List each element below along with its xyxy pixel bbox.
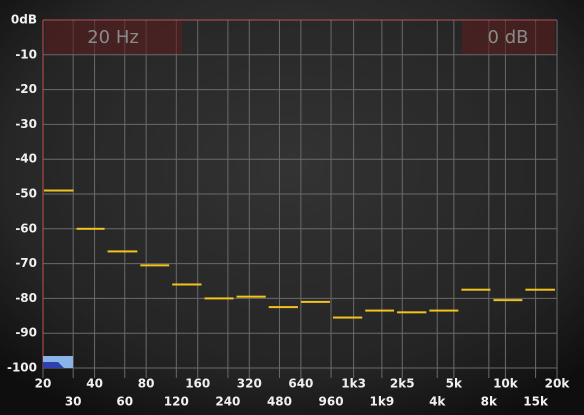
x-tick-label: 60 xyxy=(116,395,133,409)
x-tick-label: 960 xyxy=(319,395,344,409)
x-tick-label: 15k xyxy=(523,395,549,409)
x-tick-label: 240 xyxy=(215,395,240,409)
x-tick-label: 10k xyxy=(493,377,519,391)
level-bar xyxy=(140,264,170,267)
readout-box xyxy=(45,21,182,54)
level-bar xyxy=(429,309,459,312)
x-tick-label: 20k xyxy=(545,377,571,391)
x-tick-label: 40 xyxy=(86,377,103,391)
y-tick-label: -30 xyxy=(15,117,37,131)
x-tick-label: 20 xyxy=(35,377,52,391)
level-bar xyxy=(461,288,491,291)
y-tick-label: -50 xyxy=(15,187,37,201)
x-tick-label: 30 xyxy=(65,395,82,409)
x-tick-label: 2k5 xyxy=(390,377,415,391)
x-tick-label: 8k xyxy=(481,395,498,409)
x-tick-label: 320 xyxy=(237,377,262,391)
level-readout: 0 dB xyxy=(488,27,529,48)
x-tick-label: 480 xyxy=(267,395,292,409)
level-bar xyxy=(397,311,427,314)
x-tick-label: 160 xyxy=(185,377,210,391)
y-tick-label: -10 xyxy=(15,47,37,61)
y-tick-label: -80 xyxy=(15,291,37,305)
x-tick-label: 1k3 xyxy=(341,377,366,391)
x-tick-label: 80 xyxy=(138,377,155,391)
y-tick-label: -20 xyxy=(15,82,37,96)
readout-box xyxy=(462,21,555,54)
y-tick-label: -100 xyxy=(7,361,37,375)
y-tick-label: -60 xyxy=(15,221,37,235)
cursor-marker xyxy=(43,362,64,368)
level-bar xyxy=(204,297,234,300)
level-bar xyxy=(76,227,105,230)
level-bar xyxy=(332,316,363,319)
x-tick-label: 5k xyxy=(446,377,463,391)
y-tick-label: -90 xyxy=(15,326,37,340)
level-bar xyxy=(300,300,330,303)
level-bar xyxy=(493,299,523,302)
level-bar xyxy=(44,189,74,192)
y-tick-label: 0dB xyxy=(11,13,37,27)
frequency-readout: 20 Hz xyxy=(87,27,139,48)
level-bar xyxy=(365,309,395,312)
level-bar xyxy=(525,288,555,291)
y-tick-label: -40 xyxy=(15,152,37,166)
x-tick-label: 120 xyxy=(164,395,189,409)
y-tick-label: -70 xyxy=(15,256,37,270)
level-bar xyxy=(172,283,202,286)
x-tick-label: 4k xyxy=(429,395,446,409)
x-tick-label: 640 xyxy=(288,377,313,391)
x-tick-label: 1k9 xyxy=(370,395,395,409)
level-bar xyxy=(236,295,266,298)
level-bar xyxy=(268,306,298,309)
level-bar xyxy=(107,250,138,253)
